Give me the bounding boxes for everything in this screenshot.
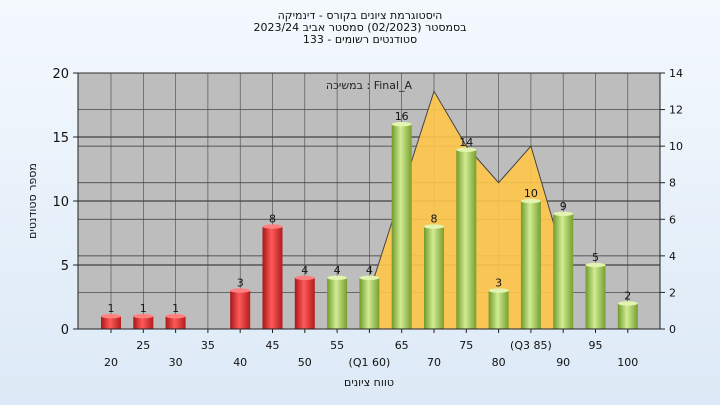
bar — [133, 316, 154, 329]
enrolled-students: סטודנטים רשומים - 133 — [302, 33, 418, 46]
bar — [359, 277, 380, 329]
data-label: 16 — [395, 110, 409, 123]
data-label: 4 — [366, 264, 373, 277]
x-tick-label: 45 — [266, 339, 280, 352]
bar-cap — [133, 314, 154, 319]
bar-cap — [585, 262, 606, 268]
data-label: 10 — [524, 187, 538, 200]
x-tick-label: 80 — [492, 356, 506, 369]
bar — [391, 124, 412, 329]
x-tick-label: 55 — [330, 339, 344, 352]
data-label: 4 — [301, 264, 308, 277]
bar — [165, 316, 186, 329]
bar — [327, 277, 348, 329]
chart-annotation: Final_A : במשיכה — [326, 79, 413, 92]
y2-tick-label: 10 — [669, 140, 683, 153]
x-tick-label: 25 — [136, 339, 150, 352]
x-tick-label: 70 — [427, 356, 441, 369]
x-tick-label: 65 — [395, 339, 409, 352]
y2-tick-label: 8 — [669, 177, 676, 190]
y-tick-label: 5 — [61, 259, 69, 274]
bar-cap — [359, 275, 380, 280]
data-label: 3 — [495, 277, 502, 290]
bar — [294, 277, 315, 329]
data-label: 14 — [459, 136, 473, 149]
y-axis-label: מספר סטודנטים — [26, 163, 39, 239]
y-tick-label: 10 — [52, 195, 69, 210]
y-tick-label: 15 — [52, 131, 69, 146]
bar-cap — [230, 288, 251, 293]
bar-cap — [456, 147, 477, 152]
x-tick-label: 90 — [556, 356, 570, 369]
data-label: 1 — [140, 302, 147, 315]
bar-cap — [294, 275, 315, 280]
bar — [553, 213, 574, 329]
x-tick-label: 35 — [201, 339, 215, 352]
bar — [617, 303, 638, 329]
bar-cap — [488, 288, 509, 293]
bar — [230, 290, 251, 329]
bar — [101, 316, 121, 329]
x-axis-label: טווח ציונים — [344, 376, 394, 389]
chart-titles: היסטוגרמת ציונים בקורס - דינמיקה בסמסטר … — [0, 10, 720, 46]
data-label: 1 — [108, 302, 115, 315]
bar-cap — [165, 314, 186, 319]
y2-tick-label: 6 — [669, 213, 676, 226]
bar — [488, 290, 509, 329]
data-label: 8 — [431, 213, 438, 226]
x-tick-label: 40 — [233, 356, 247, 369]
bar — [456, 149, 477, 329]
data-label: 4 — [334, 264, 341, 277]
bar-cap — [617, 301, 638, 306]
data-label: 9 — [560, 200, 567, 213]
data-label: 8 — [269, 213, 276, 226]
chart-title: היסטוגרמת ציונים בקורס - דינמיקה — [277, 9, 443, 22]
data-label: 1 — [172, 302, 179, 315]
y2-tick-label: 2 — [669, 286, 676, 299]
bar — [520, 201, 541, 329]
x-tick-label: 95 — [589, 339, 603, 352]
x-tick-label: 75 — [459, 339, 473, 352]
y2-tick-label: 0 — [669, 323, 676, 336]
bar-cap — [327, 275, 348, 280]
bar-cap — [262, 224, 283, 229]
bar-cap — [553, 211, 574, 216]
bar-cap — [391, 122, 412, 127]
chart-subtitle: בסמסטר (02/2023) סמסטר אביב 2023/24 — [253, 21, 467, 34]
y2-tick-label: 4 — [669, 250, 676, 263]
bar — [424, 226, 444, 329]
y-tick-label: 20 — [52, 67, 69, 82]
bar-cap — [520, 198, 541, 204]
bar — [262, 226, 283, 329]
y2-tick-label: 12 — [669, 104, 683, 117]
x-tick-label: 30 — [169, 356, 183, 369]
bars: 1 1 1 3 8 4 4 4 16 8 14 3 10 9 5 2 — [101, 110, 638, 329]
y-tick-label: 0 — [61, 323, 69, 338]
bar-cap — [101, 314, 121, 319]
bar-cap — [424, 224, 444, 229]
data-label: 5 — [592, 251, 599, 264]
bar — [585, 265, 606, 329]
x-tick-label: (Q1 60) — [349, 356, 391, 369]
x-tick-label: 50 — [298, 356, 312, 369]
x-tick-label: 100 — [617, 356, 638, 369]
y2-tick-label: 14 — [669, 67, 683, 80]
data-label: 2 — [624, 289, 631, 302]
data-label: 3 — [237, 277, 244, 290]
x-tick-label: (Q3 85) — [510, 339, 552, 352]
x-tick-label: 20 — [104, 356, 118, 369]
